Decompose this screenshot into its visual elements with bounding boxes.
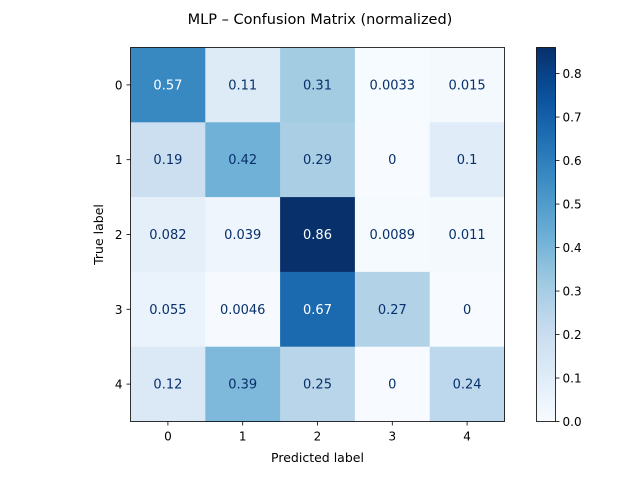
colorbar [536, 47, 556, 422]
x-axis-ticks: 0 1 2 3 4 [164, 421, 471, 444]
cell-value-label: 0.27 [378, 303, 407, 318]
heatmap-cell [429, 346, 505, 422]
heatmap-cell [354, 197, 431, 273]
x-tick-label: 0 [164, 430, 172, 444]
heatmap-cell [205, 271, 281, 348]
heatmap-cell [429, 122, 505, 198]
colorbar-tick-label: 0.5 [563, 198, 582, 212]
colorbar-tick-label: 0.8 [563, 67, 582, 81]
heatmap-cell [429, 271, 505, 348]
cell-value-label: 0.011 [448, 228, 485, 243]
cell-value-label: 0.0089 [370, 228, 416, 243]
cell-value-label: 0.67 [303, 303, 332, 318]
cell-value-label: 0.11 [228, 78, 257, 93]
y-tick-label: 4 [115, 378, 123, 392]
colorbar-tick-label: 0.1 [563, 372, 582, 386]
heatmap-cells [130, 47, 505, 422]
cell-value-label: 0.19 [153, 153, 182, 168]
colorbar-tick-label: 0.2 [563, 328, 582, 342]
heatmap-cell [429, 197, 505, 273]
heatmap-cell [130, 47, 206, 123]
heatmap-cell [130, 197, 206, 273]
heatmap-cell [130, 271, 206, 348]
heatmap-cell [354, 271, 431, 348]
y-tick-label: 3 [115, 303, 123, 317]
y-axis-label: True label [91, 204, 106, 266]
heatmap-cell [280, 197, 356, 273]
cell-value-label: 0.24 [453, 378, 482, 393]
cell-value-label: 0.039 [224, 228, 261, 243]
colorbar-tick-label: 0.6 [563, 154, 582, 168]
x-tick-label: 3 [388, 430, 396, 444]
x-tick-label: 2 [314, 430, 322, 444]
cell-value-label: 0.082 [149, 228, 186, 243]
heatmap-cell [429, 47, 505, 123]
cell-value-label: 0.0046 [220, 303, 266, 318]
heatmap-cell [130, 346, 206, 422]
cell-value-label: 0.86 [303, 228, 332, 243]
y-tick-label: 0 [115, 78, 123, 92]
cell-value-label: 0.25 [303, 378, 332, 393]
y-axis-ticks: 0 1 2 3 4 [115, 78, 131, 392]
heatmap-cell [280, 346, 356, 422]
cell-value-label: 0.42 [228, 153, 257, 168]
cell-value-label: 0.29 [303, 153, 332, 168]
cell-value-label: 0.015 [448, 78, 485, 93]
colorbar-tick-label: 0.3 [563, 285, 582, 299]
heatmap-cell [280, 47, 356, 123]
cell-value-label: 0 [463, 303, 471, 318]
heatmap-cell [280, 122, 356, 198]
cell-value-label: 0.0033 [370, 78, 416, 93]
heatmap-cell [354, 47, 431, 123]
cell-value-label: 0.31 [303, 78, 332, 93]
x-tick-label: 4 [463, 430, 471, 444]
colorbar-ticks: 0.0 0.1 0.2 0.3 0.4 0.5 0.6 0.7 0.8 [555, 67, 582, 429]
cell-value-label: 0.12 [153, 378, 182, 393]
cell-value-label: 0.39 [228, 378, 257, 393]
y-tick-label: 1 [115, 153, 123, 167]
heatmap-cell [205, 122, 281, 198]
colorbar-tick-label: 0.7 [563, 111, 582, 125]
heatmap-cell-labels: 0.57 0.11 0.31 0.0033 0.015 0.19 0.42 0.29 0 0.1 0… [149, 78, 485, 392]
cell-value-label: 0 [388, 153, 396, 168]
x-tick-label: 1 [239, 430, 247, 444]
colorbar-tick-label: 0.4 [563, 241, 582, 255]
cell-value-label: 0.1 [457, 153, 478, 168]
heatmap-cell [205, 197, 281, 273]
cell-value-label: 0.57 [153, 78, 182, 93]
x-axis-label: Predicted label [271, 450, 364, 465]
y-tick-label: 2 [115, 228, 123, 242]
heatmap-cell [354, 346, 431, 422]
chart-title: MLP – Confusion Matrix (normalized) [188, 12, 453, 28]
heatmap-cell [354, 122, 431, 198]
heatmap-cell [280, 271, 356, 348]
heatmap-cell [205, 346, 281, 422]
heatmap-cell [205, 47, 281, 123]
colorbar-tick-label: 0.0 [563, 415, 582, 429]
cell-value-label: 0.055 [149, 303, 186, 318]
cell-value-label: 0 [388, 378, 396, 393]
heatmap-cell [130, 122, 206, 198]
